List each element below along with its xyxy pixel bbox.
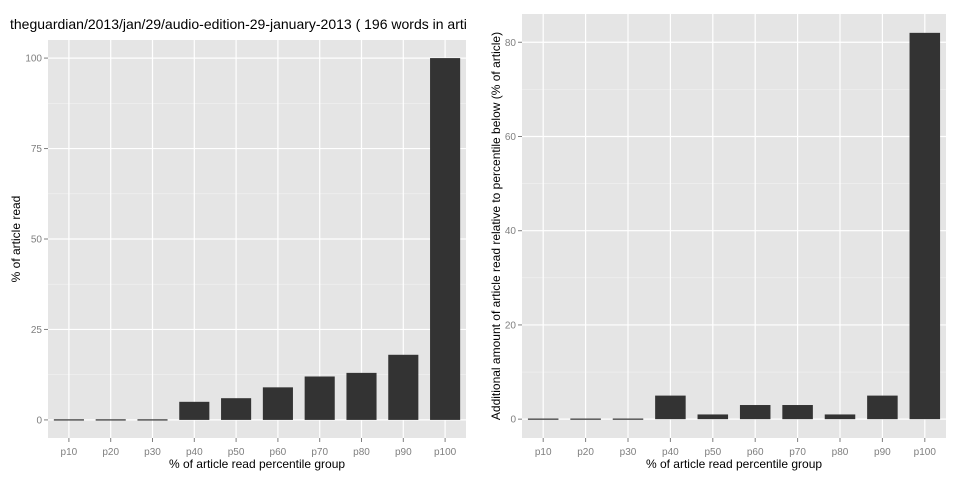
bar-p70 [782, 405, 813, 420]
chart-panel-2: 0 20 40 60 80 p10 p20 p30 p40 p50 p60 p70 p80 p90 p100… [489, 14, 946, 471]
y-tick-label: 0 [510, 415, 516, 426]
bar-p10 [53, 419, 84, 421]
x-tick-label: p40 [186, 447, 203, 458]
x-tick-label: p60 [747, 447, 764, 458]
x-tick-label: p20 [577, 447, 594, 458]
y-axis-title: % of article read [9, 196, 23, 283]
x-tick-label: p90 [874, 447, 891, 458]
figure-title: theguardian/2013/jan/29/audio-edition-29… [10, 16, 467, 32]
x-tick-label: p30 [144, 447, 161, 458]
y-axis-title: Additional amount of article read relati… [489, 32, 503, 420]
plot-panel-background [522, 14, 946, 438]
bar-p20 [95, 419, 126, 421]
x-tick-label: p70 [311, 447, 328, 458]
x-tick-label: p50 [704, 447, 721, 458]
bar-p80 [824, 414, 856, 420]
y-tick-label: 40 [505, 226, 517, 237]
y-tick-label: 60 [505, 132, 517, 143]
bar-p60 [739, 405, 771, 420]
y-tick-label: 100 [25, 54, 42, 65]
bar-p100 [909, 32, 941, 420]
x-tick-label: p50 [228, 447, 245, 458]
y-tick-label: 75 [31, 144, 43, 155]
y-tick-label: 80 [505, 38, 517, 49]
y-tick-label: 25 [31, 325, 43, 336]
bar-p30 [612, 418, 644, 420]
x-tick-label: p60 [270, 447, 287, 458]
chart-panel-1: 0 25 50 75 100 p10 p20 p30 p40 p50 p60 p70 p80 p90 p10… [9, 40, 466, 471]
bar-p50 [697, 414, 729, 420]
x-tick-label: p10 [535, 447, 552, 458]
bar-p30 [137, 419, 168, 421]
x-tick-label: p100 [434, 447, 457, 458]
bar-p100 [430, 58, 461, 420]
y-tick-label: 50 [31, 235, 43, 246]
x-tick-label: p20 [102, 447, 119, 458]
bar-p50 [221, 398, 252, 420]
bar-p20 [570, 418, 601, 420]
x-axis-title: % of article read percentile group [169, 457, 345, 471]
bar-p70 [304, 376, 335, 420]
x-tick-label: p40 [662, 447, 679, 458]
y-tick-label: 20 [505, 320, 517, 331]
x-tick-label: p80 [353, 447, 370, 458]
y-tick-label: 0 [36, 415, 42, 426]
x-tick-label: p10 [61, 447, 78, 458]
x-tick-label: p80 [832, 447, 849, 458]
bar-p90 [388, 354, 419, 420]
x-tick-label: p70 [789, 447, 806, 458]
x-axis-title: % of article read percentile group [646, 457, 822, 471]
bar-p80 [346, 372, 377, 420]
bar-p10 [527, 418, 559, 420]
bar-p40 [179, 401, 210, 420]
x-tick-label: p30 [620, 447, 637, 458]
x-tick-label: p90 [395, 447, 412, 458]
bar-p40 [655, 395, 686, 420]
bar-p60 [262, 387, 293, 420]
bar-p90 [867, 395, 898, 420]
x-tick-label: p100 [914, 447, 937, 458]
